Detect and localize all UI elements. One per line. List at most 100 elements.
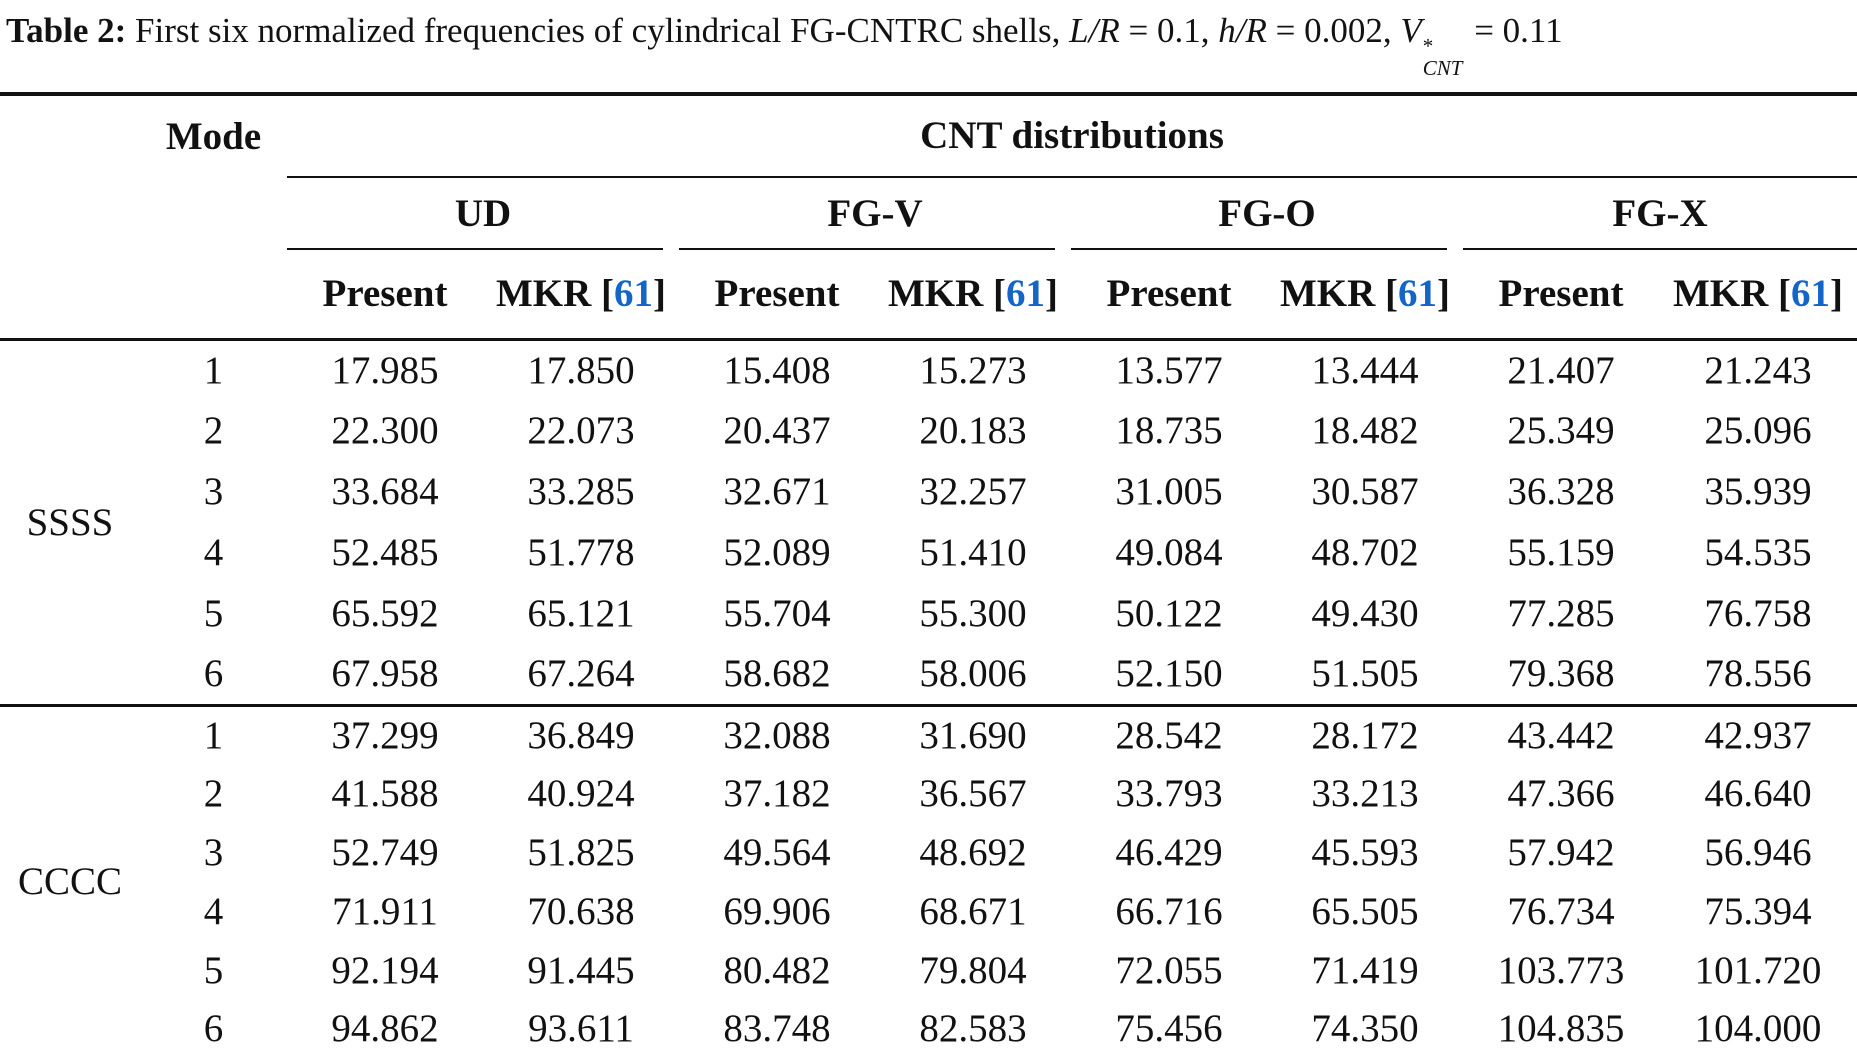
table-caption-text: First six normalized frequencies of cyli… [126, 11, 1070, 50]
mkr-header: MKR [61] [875, 249, 1071, 341]
mkr-label-prefix: MKR [ [1279, 272, 1399, 316]
mode-number: 3 [203, 831, 224, 875]
frequency-value-cell: 42.937 [1704, 713, 1812, 757]
frequency-value-cell: 13.444 [1311, 348, 1419, 392]
data-row-ssss-mode-4: 4 52.485 51.778 52.089 51.410 49.084 48.702 55.… [0, 522, 1857, 583]
frequency-value-cell: 21.407 [1507, 348, 1615, 392]
group-header-label: FG-O [1218, 191, 1316, 235]
frequency-value-cell: 20.183 [919, 409, 1027, 453]
frequency-value-cell: 71.419 [1311, 949, 1419, 993]
frequency-value-cell: 21.243 [1704, 348, 1812, 392]
citation-link-61[interactable]: 61 [614, 272, 654, 316]
mkr-label-suffix: ] [1830, 272, 1844, 316]
frequency-value-cell: 31.690 [919, 713, 1027, 757]
frequency-value-cell: 83.748 [723, 1007, 831, 1049]
section-ssss: SSSS 1 17.985 17.850 15.408 15.273 13.577 13.44… [0, 339, 1857, 706]
frequency-value-cell: 65.121 [527, 592, 635, 636]
frequency-value-cell: 40.924 [527, 772, 635, 816]
frequency-value-cell: 30.587 [1311, 470, 1419, 514]
data-row-ssss-mode-5: 5 65.592 65.121 55.704 55.300 50.122 49.430 77.… [0, 583, 1857, 644]
citation-link-61[interactable]: 61 [1791, 272, 1831, 316]
frequency-value-cell: 67.958 [331, 652, 439, 696]
frequency-value-cell: 36.567 [919, 772, 1027, 816]
group-header-fg-x: FG-X [1463, 177, 1857, 250]
frequency-value-cell: 76.758 [1704, 592, 1812, 636]
vcnt-superscript: * [1422, 33, 1434, 58]
frequency-value-cell: 70.638 [527, 890, 635, 934]
frequency-value-cell: 104.835 [1497, 1007, 1625, 1049]
frequency-value-cell: 28.542 [1115, 713, 1223, 757]
mkr-header: MKR [61] [483, 249, 679, 341]
frequency-value-cell: 52.749 [331, 831, 439, 875]
citation-link-61[interactable]: 61 [1398, 272, 1438, 316]
mode-number: 2 [203, 772, 224, 816]
group-header-label: FG-V [827, 191, 923, 235]
mode-number: 2 [203, 409, 224, 453]
frequency-value-cell: 78.556 [1704, 652, 1812, 696]
frequency-value-cell: 55.704 [723, 592, 831, 636]
frequency-value-cell: 52.485 [331, 531, 439, 575]
mkr-label-suffix: ] [1437, 272, 1451, 316]
math-value-vcnt: = 0.11 [1465, 11, 1563, 50]
frequency-value-cell: 72.055 [1115, 949, 1223, 993]
mode-number: 1 [203, 713, 224, 757]
group-underline-rule [1071, 247, 1447, 250]
frequency-value-cell: 69.906 [723, 890, 831, 934]
frequency-value-cell: 93.611 [528, 1007, 634, 1049]
frequency-value-cell: 66.716 [1115, 890, 1223, 934]
data-row-ssss-mode-2: 2 22.300 22.073 20.437 20.183 18.735 18.482 25.… [0, 400, 1857, 461]
frequency-value-cell: 28.172 [1311, 713, 1419, 757]
boundary-condition-label-ssss: SSSS [26, 500, 114, 544]
frequency-value-cell: 48.692 [919, 831, 1027, 875]
frequency-value-cell: 17.850 [527, 348, 635, 392]
math-var-hr: h/R [1218, 11, 1267, 50]
present-header: Present [287, 249, 483, 341]
frequency-value-cell: 65.592 [331, 592, 439, 636]
frequency-value-cell: 36.849 [527, 713, 635, 757]
frequency-value-cell: 92.194 [331, 949, 439, 993]
stub-cell [0, 94, 140, 177]
data-row-cccc-mode-6: 6 94.862 93.611 83.748 82.583 75.456 74.350 104… [0, 1000, 1857, 1049]
citation-link-61[interactable]: 61 [1006, 272, 1046, 316]
frequency-value-cell: 32.671 [723, 470, 831, 514]
data-row-cccc-mode-1: CCCC 1 37.299 36.849 32.088 31.690 28.542 28.17… [0, 705, 1857, 904]
frequency-value-cell: 32.088 [723, 713, 831, 757]
frequency-value-cell: 94.862 [331, 1007, 439, 1049]
param-h-over-r: h/R = 0.002, [1218, 11, 1400, 50]
frequency-value-cell: 55.300 [919, 592, 1027, 636]
frequency-value-cell: 51.410 [919, 531, 1027, 575]
frequency-value-cell: 15.408 [723, 348, 831, 392]
frequency-value-cell: 20.437 [723, 409, 831, 453]
frequency-value-cell: 75.394 [1704, 890, 1812, 934]
frequency-value-cell: 79.368 [1507, 652, 1615, 696]
frequency-value-cell: 52.150 [1115, 652, 1223, 696]
mkr-label-suffix: ] [653, 272, 667, 316]
frequency-value-cell: 22.300 [331, 409, 439, 453]
group-header-fg-o: FG-O [1071, 177, 1463, 250]
mkr-label-prefix: MKR [ [495, 272, 615, 316]
present-header: Present [1071, 249, 1267, 341]
frequency-value-cell: 22.073 [527, 409, 635, 453]
mode-number: 6 [203, 1007, 224, 1049]
frequency-value-cell: 57.942 [1507, 831, 1615, 875]
frequency-value-cell: 48.702 [1311, 531, 1419, 575]
frequency-value-cell: 46.640 [1704, 772, 1812, 816]
math-value-lr: = 0.1, [1119, 11, 1219, 50]
frequency-value-cell: 49.430 [1311, 592, 1419, 636]
frequency-value-cell: 51.825 [527, 831, 635, 875]
frequency-value-cell: 104.000 [1694, 1007, 1822, 1049]
data-row-ssss-mode-6: 6 67.958 67.264 58.682 58.006 52.150 51.505 79.… [0, 644, 1857, 705]
mkr-label-prefix: MKR [ [887, 272, 1007, 316]
frequency-value-cell: 36.328 [1507, 470, 1615, 514]
frequency-value-cell: 33.213 [1311, 772, 1419, 816]
mode-number: 1 [203, 348, 224, 392]
mode-number: 4 [203, 890, 224, 934]
frequency-value-cell: 31.005 [1115, 470, 1223, 514]
mkr-header: MKR [61] [1267, 249, 1463, 341]
frequency-value-cell: 82.583 [919, 1007, 1027, 1049]
frequency-value-cell: 56.946 [1704, 831, 1812, 875]
math-var-v: V [1400, 11, 1422, 50]
frequency-value-cell: 74.350 [1311, 1007, 1419, 1049]
frequency-value-cell: 35.939 [1704, 470, 1812, 514]
